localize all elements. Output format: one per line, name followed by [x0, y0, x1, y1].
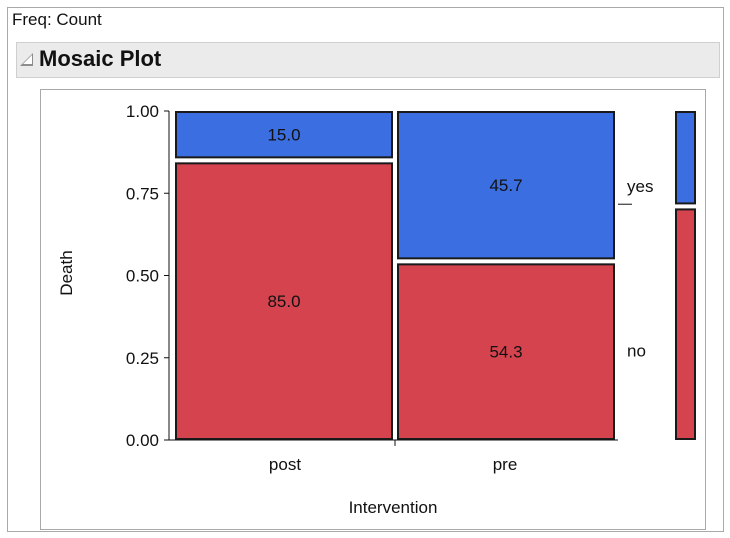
level-label-no: no [627, 342, 646, 361]
marginal-cell-no [675, 208, 696, 440]
y-tick-label: 1.00 [126, 102, 159, 121]
x-ticks: post pre [269, 440, 517, 474]
mosaic-cell-no-pre [397, 263, 615, 440]
y-tick-label: 0.25 [126, 349, 159, 368]
y-tick-label: 0.50 [126, 267, 159, 286]
outline-header[interactable] [16, 42, 720, 78]
y-axis-title: Death [57, 250, 76, 295]
x-axis-title: Intervention [349, 498, 438, 517]
mosaic-cells [175, 111, 615, 440]
mosaic-cell-labels: 85.0 15.0 54.3 45.7 [267, 126, 522, 362]
cell-label-no-pre: 54.3 [489, 343, 522, 362]
mosaic-cell-yes-post [175, 111, 393, 159]
plot-frame [40, 89, 706, 530]
cell-label-yes-post: 15.0 [267, 126, 300, 145]
outline-title: Mosaic Plot [39, 46, 162, 71]
y-tick-label: 0.00 [126, 431, 159, 450]
mosaic-cell-no-post [175, 162, 393, 440]
cell-label-no-post: 85.0 [267, 292, 300, 311]
marginal-cell-yes [675, 111, 696, 205]
mosaic-cell-yes-pre [397, 111, 615, 260]
level-label-yes: yes [627, 177, 653, 196]
freq-label: Freq: Count [12, 10, 102, 29]
response-level-labels: no yes [618, 177, 653, 361]
y-tick-label: 0.75 [126, 184, 159, 203]
marginal-bar [675, 111, 696, 440]
x-tick-label: post [269, 455, 301, 474]
x-tick-label: pre [493, 455, 518, 474]
cell-label-yes-pre: 45.7 [489, 176, 522, 195]
disclosure-triangle-icon[interactable] [20, 53, 33, 66]
y-ticks: 0.00 0.25 0.50 0.75 1.00 [126, 102, 169, 450]
